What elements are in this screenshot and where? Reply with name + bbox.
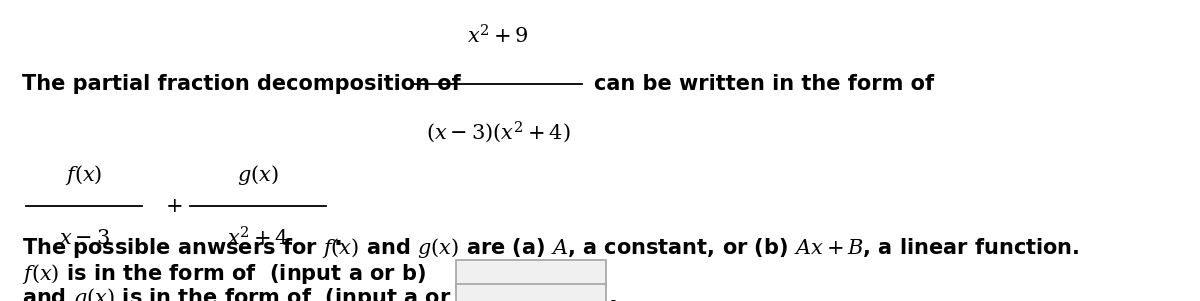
Text: .: .: [334, 226, 342, 250]
Text: $(x-3)(x^2+4)$: $(x-3)(x^2+4)$: [426, 119, 570, 145]
Text: $x^2+4$: $x^2+4$: [227, 226, 289, 250]
Text: $x-3$: $x-3$: [59, 228, 109, 248]
Text: The partial fraction decomposition of: The partial fraction decomposition of: [22, 74, 461, 94]
Text: and $g(x)$ is in the form of  (input a or b): and $g(x)$ is in the form of (input a or…: [22, 286, 481, 301]
Text: $f(x)$: $f(x)$: [65, 163, 103, 187]
Text: $f(x)$ is in the form of  (input a or b): $f(x)$ is in the form of (input a or b): [22, 262, 426, 286]
Text: $+$: $+$: [166, 196, 182, 216]
Text: can be written in the form of: can be written in the form of: [594, 74, 934, 94]
FancyBboxPatch shape: [456, 284, 606, 301]
Text: The possible anwsers for $f(x)$ and $g(x)$ are (a) $A$, a constant, or (b) $Ax+B: The possible anwsers for $f(x)$ and $g(x…: [22, 236, 1079, 260]
Text: $g(x)$: $g(x)$: [238, 163, 278, 187]
Text: .: .: [608, 286, 617, 301]
Text: $x^2+9$: $x^2+9$: [467, 24, 529, 48]
FancyBboxPatch shape: [456, 259, 606, 288]
